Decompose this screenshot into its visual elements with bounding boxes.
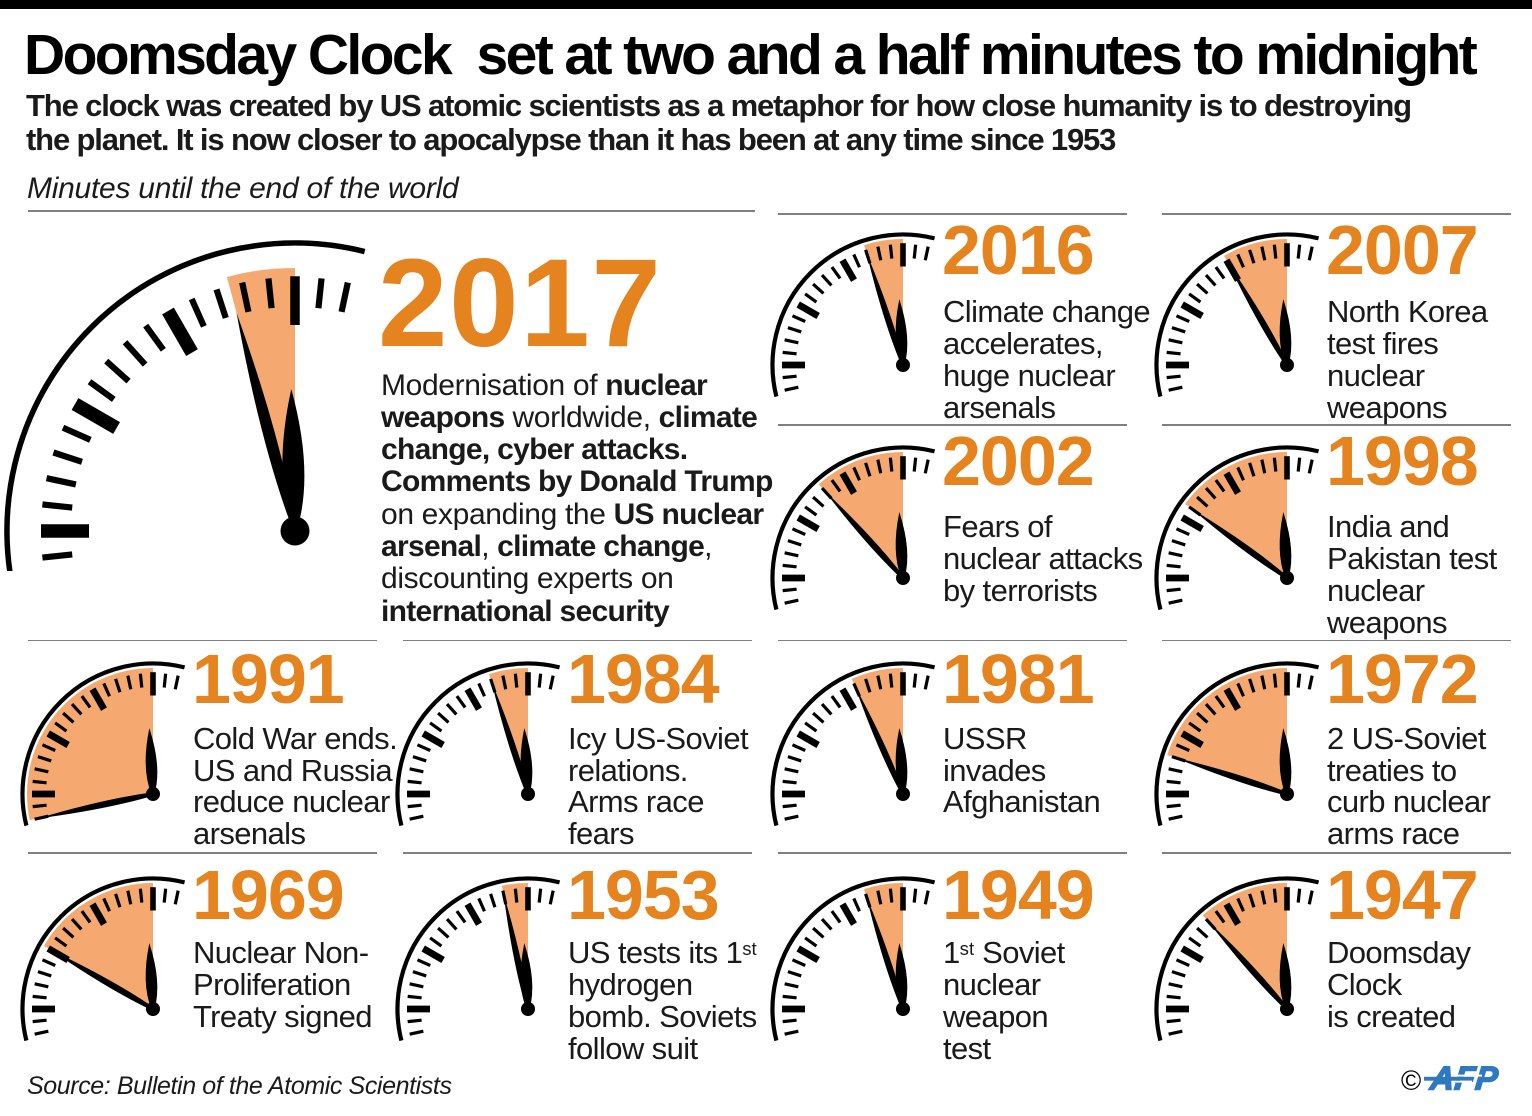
svg-text:AFP: AFP: [1428, 1061, 1501, 1098]
svg-text:©: ©: [1401, 1065, 1421, 1096]
